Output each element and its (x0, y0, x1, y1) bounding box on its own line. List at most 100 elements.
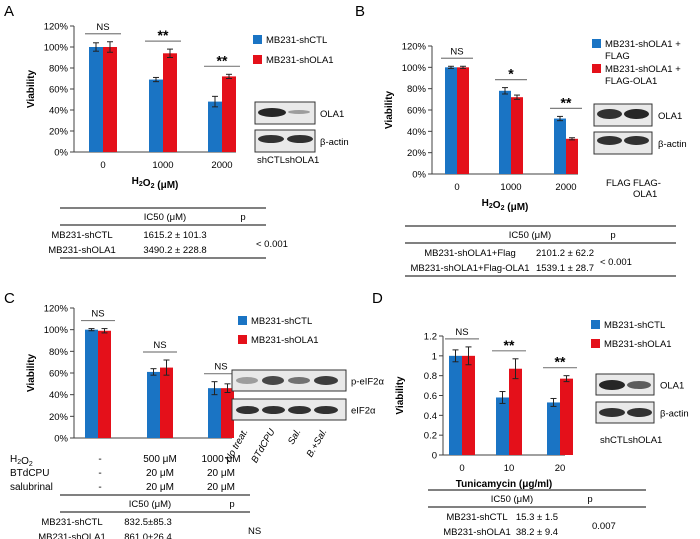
y-axis-label: Viability (395, 376, 406, 415)
x-axis-label-part: 2 (501, 205, 505, 212)
blot-lane-label: Sal. (286, 427, 304, 447)
table-cell: 861.0±26.4 (124, 532, 171, 539)
blot-band (599, 380, 625, 390)
treatment-value: - (98, 468, 101, 479)
blot-band-label: β-actin (660, 409, 689, 420)
treatment-value: 1000 μM (201, 454, 240, 465)
sig-label: ** (504, 337, 515, 353)
table-header: IC50 (μM) (509, 230, 551, 241)
blot-band (236, 377, 258, 384)
legend-swatch (238, 316, 247, 325)
panel-a: A 0% 20% 40% 60% 80% 100% 120% Viability 0 NS 1000 *… (4, 3, 349, 259)
table-cell: 38.2 ± 9.4 (516, 527, 558, 538)
table-cell: MB231-shOLA1 (38, 532, 106, 539)
y-axis-label: Viability (384, 90, 395, 129)
y-tick-label: 40% (49, 106, 69, 117)
y-tick-label: 0.8 (424, 371, 437, 382)
table-p-value: 0.007 (592, 521, 616, 532)
blot-lane-label: FLAG- (633, 178, 661, 189)
sig-label: NS (91, 309, 104, 320)
panel-letter: D (372, 290, 383, 307)
treatment-row-label-part: H (10, 454, 17, 465)
legend-label: MB231-shOLA1 + (605, 39, 681, 50)
bar (566, 138, 578, 174)
table-header: p (240, 212, 245, 223)
blot-lane-label: B.+Sal. (305, 427, 330, 459)
blot-lane-label: shOLA1 (628, 435, 662, 446)
blot-band (262, 406, 285, 414)
y-tick-label: 0 (432, 451, 437, 462)
x-axis-label: H2O2 (μM) (482, 198, 529, 213)
treatment-value: 20 μM (207, 468, 235, 479)
table-cell: 3490.2 ± 228.8 (143, 245, 206, 256)
legend-swatch (253, 55, 262, 64)
table-cell: MB231-shOLA1+Flag (424, 248, 516, 259)
bar (163, 53, 177, 152)
bar (208, 101, 222, 152)
bar (462, 355, 475, 455)
legend-label: FLAG-OLA1 (605, 76, 657, 87)
panel-letter: C (4, 290, 15, 307)
blot-band (288, 406, 311, 414)
legend-swatch (253, 35, 262, 44)
x-axis-label-part: 2 (489, 203, 493, 210)
sig-label: * (508, 66, 514, 82)
bar (85, 329, 98, 438)
treatment-value: - (98, 454, 101, 465)
legend-swatch (591, 339, 600, 348)
bar (147, 371, 160, 438)
blot-band (314, 406, 338, 414)
treatment-value: 20 μM (146, 468, 174, 479)
y-tick-label: 0% (54, 148, 68, 159)
y-tick-label: 100% (402, 63, 427, 74)
x-tick-label: 1000 (152, 160, 173, 171)
table-header: p (229, 499, 234, 510)
blot-band-label: β-actin (658, 139, 687, 150)
table-cell: 1615.2 ± 101.3 (143, 230, 206, 241)
y-tick-label: 20% (49, 127, 69, 138)
table-cell: 1539.1 ± 28.7 (536, 263, 594, 274)
table-cell: 15.3 ± 1.5 (516, 512, 558, 523)
x-tick-label: 0 (100, 160, 105, 171)
legend-swatch (592, 64, 601, 73)
y-tick-label: 60% (407, 106, 427, 117)
blot-lane-label: FLAG (606, 178, 631, 189)
table-header: IC50 (μM) (491, 494, 533, 505)
y-tick-label: 120% (44, 22, 69, 33)
blot-band-label: β-actin (320, 137, 349, 148)
bar (509, 368, 522, 455)
blot-band-label: OLA1 (320, 109, 344, 120)
table-cell: MB231-shOLA1 (48, 245, 116, 256)
legend-label: MB231-shOLA1 (251, 335, 319, 346)
treatment-value: 20 μM (207, 482, 235, 493)
sig-label: ** (217, 52, 228, 68)
blot-band (597, 136, 622, 145)
x-tick-label: 0 (454, 182, 459, 193)
bar (160, 367, 173, 438)
y-tick-label: 1.2 (424, 332, 437, 343)
blot-band-label: OLA1 (660, 381, 684, 392)
table-p-value: < 0.001 (600, 257, 632, 268)
x-axis-label-part: O (143, 178, 151, 189)
x-axis-label: H2O2 (μM) (132, 176, 179, 191)
y-tick-label: 120% (44, 304, 69, 315)
table-header: IC50 (μM) (129, 499, 171, 510)
y-tick-label: 80% (49, 64, 69, 75)
blot-band (627, 408, 652, 417)
bar (554, 118, 566, 174)
y-tick-label: 60% (49, 85, 69, 96)
sig-label: NS (96, 22, 109, 33)
x-axis-label-part: 2 (139, 181, 143, 188)
y-tick-label: 40% (49, 390, 69, 401)
bar (457, 67, 469, 174)
y-tick-label: 80% (49, 347, 69, 358)
y-tick-label: 0.4 (424, 411, 437, 422)
treatment-value: 500 μM (143, 454, 177, 465)
x-tick-label: 20 (555, 463, 566, 474)
y-tick-label: 40% (407, 127, 427, 138)
y-axis-label: Viability (26, 353, 37, 392)
legend-label: MB231-shOLA1 + (605, 64, 681, 75)
table-p-value: NS (248, 526, 261, 537)
y-tick-label: 0% (412, 170, 426, 181)
